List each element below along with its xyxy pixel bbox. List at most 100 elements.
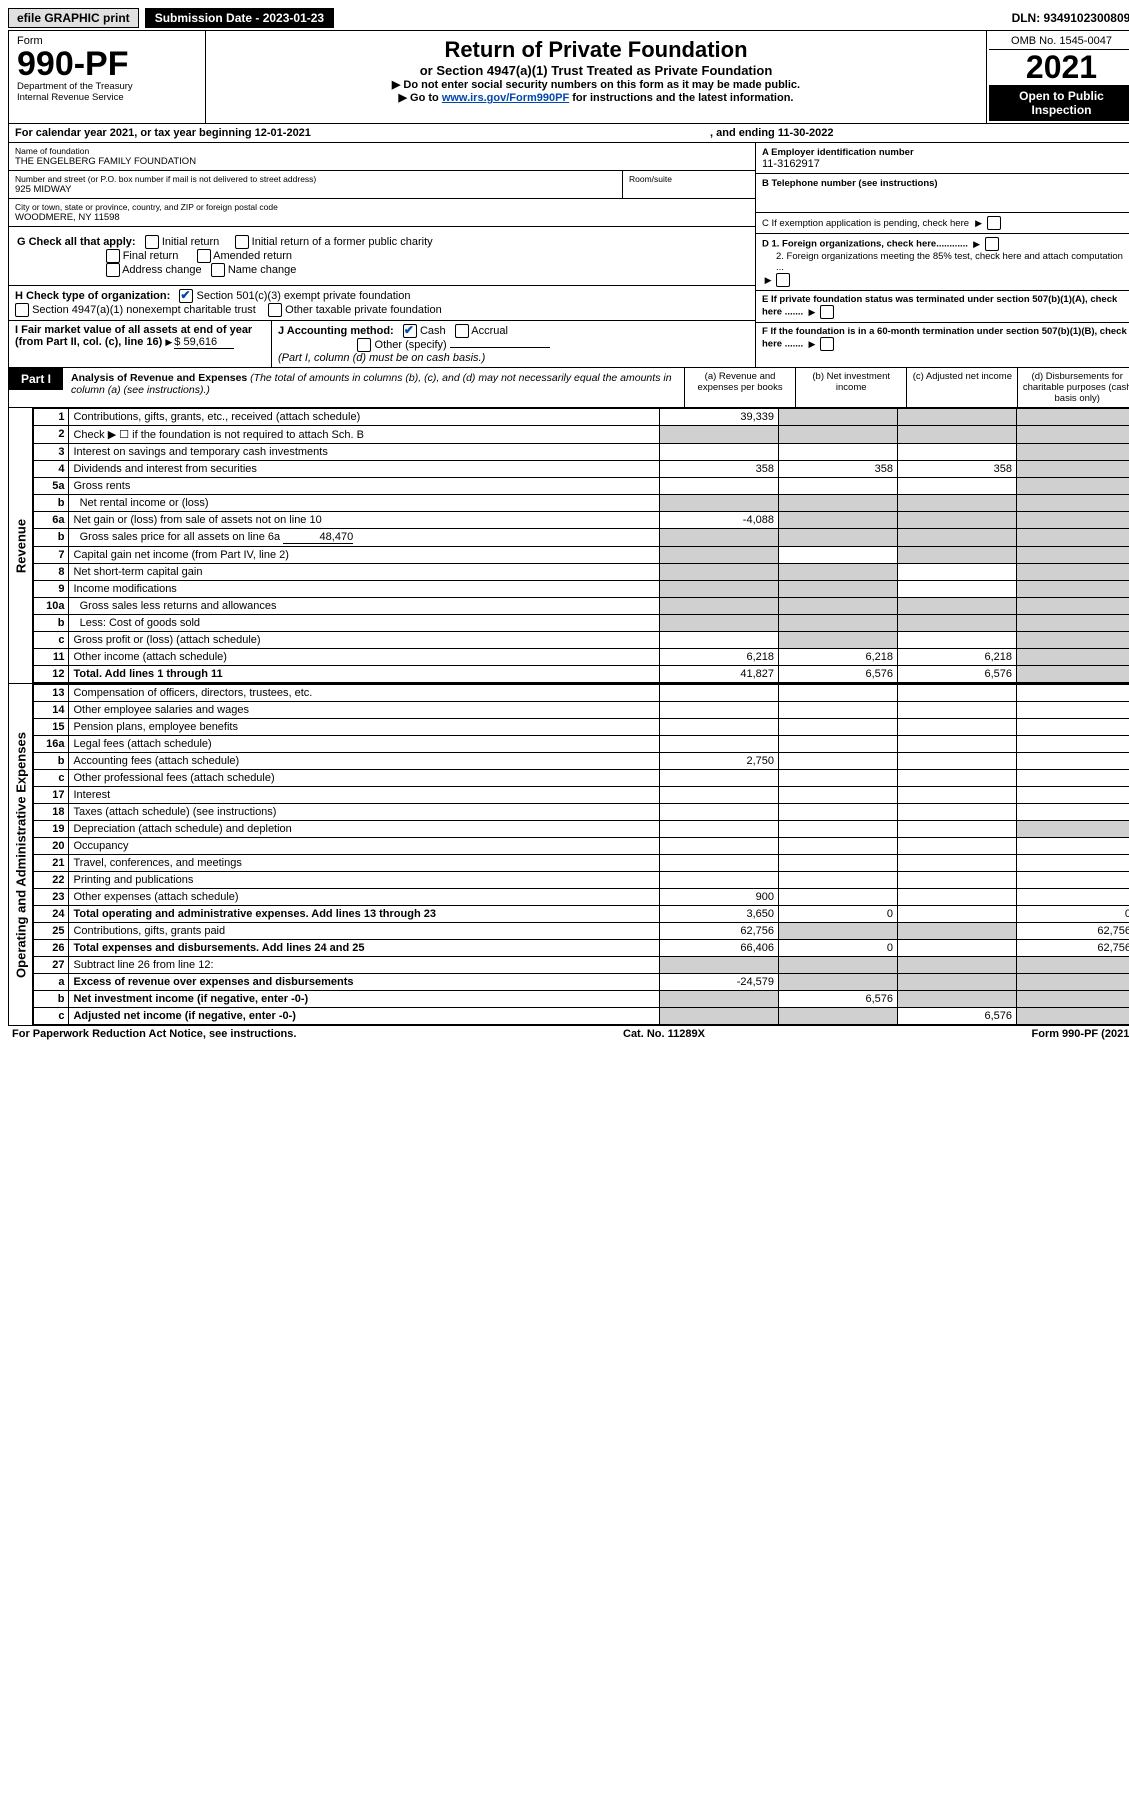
value-cell: -4,088: [660, 512, 779, 529]
value-cell: [1017, 787, 1129, 804]
irs-link[interactable]: www.irs.gov/Form990PF: [442, 92, 569, 104]
value-cell: [779, 529, 898, 547]
line-number: 27: [34, 957, 69, 974]
value-cell: [1017, 736, 1129, 753]
value-cell: 6,576: [898, 666, 1017, 683]
line-description: Other professional fees (attach schedule…: [69, 770, 660, 787]
value-cell: [660, 444, 779, 461]
g-label: G Check all that apply:: [17, 236, 136, 248]
value-cell: [898, 702, 1017, 719]
line-number: 5a: [34, 478, 69, 495]
value-cell: [1017, 512, 1129, 529]
note-ssn: ▶ Do not enter social security numbers o…: [214, 78, 978, 91]
irs-label: Internal Revenue Service: [17, 92, 197, 103]
table-row: 19Depreciation (attach schedule) and dep…: [34, 821, 1129, 838]
table-row: 5aGross rents: [34, 478, 1129, 495]
d1-label: D 1. Foreign organizations, check here..…: [762, 239, 968, 250]
check-501c3[interactable]: [179, 289, 193, 303]
check-initial-return[interactable]: [145, 235, 159, 249]
line-number: b: [34, 529, 69, 547]
check-amended-return[interactable]: [197, 249, 211, 263]
line-description: Gross rents: [69, 478, 660, 495]
value-cell: [1017, 581, 1129, 598]
line-description: Total operating and administrative expen…: [69, 906, 660, 923]
line-number: b: [34, 615, 69, 632]
value-cell: [1017, 974, 1129, 991]
line-description: Net investment income (if negative, ente…: [69, 991, 660, 1008]
table-row: 22Printing and publications: [34, 872, 1129, 889]
part1-tag: Part I: [9, 368, 63, 390]
value-cell: 6,218: [779, 649, 898, 666]
check-accrual[interactable]: [455, 324, 469, 338]
line-number: 8: [34, 564, 69, 581]
check-e[interactable]: [820, 305, 834, 319]
value-cell: [898, 804, 1017, 821]
check-c[interactable]: [987, 216, 1001, 230]
line-description: Printing and publications: [69, 872, 660, 889]
line-description: Gross profit or (loss) (attach schedule): [69, 632, 660, 649]
submission-date-label: Submission Date - 2023-01-23: [145, 8, 334, 28]
table-row: 10a Gross sales less returns and allowan…: [34, 598, 1129, 615]
form-header: Form 990-PF Department of the Treasury I…: [9, 31, 1129, 124]
line-description: Less: Cost of goods sold: [69, 615, 660, 632]
revenue-side-label: Revenue: [13, 519, 28, 573]
c-exemption-label: C If exemption application is pending, c…: [762, 218, 969, 229]
value-cell: [1017, 1008, 1129, 1025]
table-row: 27Subtract line 26 from line 12:: [34, 957, 1129, 974]
efile-print-button[interactable]: efile GRAPHIC print: [8, 8, 139, 28]
value-cell: [779, 872, 898, 889]
check-address-change[interactable]: [106, 263, 120, 277]
line-description: Adjusted net income (if negative, enter …: [69, 1008, 660, 1025]
value-cell: [898, 719, 1017, 736]
foundation-name: THE ENGELBERG FAMILY FOUNDATION: [15, 156, 749, 167]
check-other-taxable[interactable]: [268, 303, 282, 317]
table-row: 24Total operating and administrative exp…: [34, 906, 1129, 923]
line-number: 2: [34, 426, 69, 444]
value-cell: [898, 478, 1017, 495]
value-cell: [779, 719, 898, 736]
check-d2[interactable]: [776, 273, 790, 287]
check-f[interactable]: [820, 337, 834, 351]
table-row: 3Interest on savings and temporary cash …: [34, 444, 1129, 461]
value-cell: [1017, 615, 1129, 632]
check-d1[interactable]: [985, 237, 999, 251]
value-cell: [1017, 495, 1129, 512]
value-cell: 62,756: [660, 923, 779, 940]
table-row: 15Pension plans, employee benefits: [34, 719, 1129, 736]
value-cell: [898, 821, 1017, 838]
open-to-public: Open to Public Inspection: [989, 85, 1129, 121]
a-ein-label: A Employer identification number: [762, 147, 914, 158]
value-cell: [660, 529, 779, 547]
value-cell: [898, 581, 1017, 598]
form-subtitle: or Section 4947(a)(1) Trust Treated as P…: [214, 63, 978, 78]
table-row: 20Occupancy: [34, 838, 1129, 855]
value-cell: [779, 426, 898, 444]
line-number: c: [34, 770, 69, 787]
check-initial-former[interactable]: [235, 235, 249, 249]
check-other-method[interactable]: [357, 338, 371, 352]
value-cell: [779, 804, 898, 821]
check-name-change[interactable]: [211, 263, 225, 277]
value-cell: [1017, 666, 1129, 683]
check-4947a1[interactable]: [15, 303, 29, 317]
value-cell: 3,650: [660, 906, 779, 923]
line-description: Capital gain net income (from Part IV, l…: [69, 547, 660, 564]
value-cell: 66,406: [660, 940, 779, 957]
table-row: 17Interest: [34, 787, 1129, 804]
value-cell: [1017, 821, 1129, 838]
table-row: cAdjusted net income (if negative, enter…: [34, 1008, 1129, 1025]
value-cell: [660, 598, 779, 615]
value-cell: [1017, 598, 1129, 615]
line-number: 1: [34, 409, 69, 426]
check-final-return[interactable]: [106, 249, 120, 263]
form-number: 990-PF: [17, 47, 197, 81]
line-description: Contributions, gifts, grants paid: [69, 923, 660, 940]
line-number: c: [34, 632, 69, 649]
footer-left: For Paperwork Reduction Act Notice, see …: [12, 1028, 296, 1040]
table-row: b Less: Cost of goods sold: [34, 615, 1129, 632]
value-cell: [660, 632, 779, 649]
check-cash[interactable]: [403, 324, 417, 338]
table-row: 26Total expenses and disbursements. Add …: [34, 940, 1129, 957]
line-description: Subtract line 26 from line 12:: [69, 957, 660, 974]
value-cell: [898, 409, 1017, 426]
